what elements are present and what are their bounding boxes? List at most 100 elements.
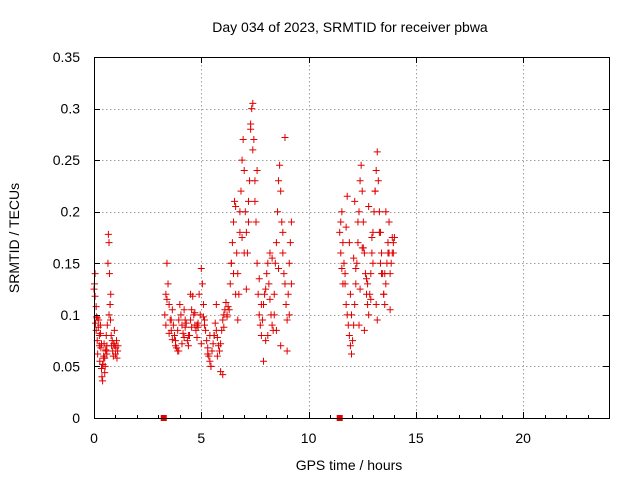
data-point — [114, 342, 122, 350]
data-point — [178, 340, 186, 348]
x-tick-label: 5 — [197, 430, 205, 446]
data-point — [286, 239, 294, 247]
data-point — [223, 311, 231, 319]
data-point — [249, 146, 257, 154]
data-point — [258, 316, 266, 324]
data-point — [375, 228, 383, 236]
data-point — [389, 239, 397, 247]
data-point — [232, 203, 240, 211]
data-point — [343, 192, 351, 200]
data-point — [213, 352, 221, 360]
data-point — [353, 259, 361, 267]
data-point — [268, 321, 276, 329]
data-point — [97, 344, 105, 352]
data-point — [228, 239, 236, 247]
data-point — [340, 259, 348, 267]
data-point — [175, 316, 183, 324]
data-point — [247, 120, 255, 128]
data-point — [354, 239, 362, 247]
data-point — [204, 344, 212, 352]
data-point — [191, 309, 199, 317]
data-point — [253, 259, 261, 267]
data-point — [338, 264, 346, 272]
data-point — [373, 316, 381, 324]
data-point — [98, 364, 106, 372]
data-point — [260, 357, 268, 365]
data-point — [110, 326, 118, 334]
data-point — [253, 166, 261, 174]
data-point — [277, 187, 285, 195]
data-point — [364, 301, 372, 309]
data-point — [180, 306, 188, 314]
data-point — [222, 298, 230, 306]
data-point — [346, 290, 354, 298]
data-point — [224, 303, 232, 311]
data-point — [193, 321, 201, 329]
data-point — [266, 295, 274, 303]
data-point — [368, 234, 376, 241]
data-point — [281, 133, 289, 141]
data-point — [264, 259, 272, 267]
data-point — [226, 280, 234, 288]
data-point — [356, 177, 364, 185]
data-point — [229, 270, 237, 278]
data-point — [352, 264, 360, 272]
data-point — [163, 295, 171, 303]
data-point — [198, 280, 206, 288]
data-point — [355, 321, 363, 329]
data-point — [212, 301, 220, 309]
data-point — [276, 161, 284, 169]
data-point — [242, 285, 250, 293]
data-point — [359, 244, 367, 252]
data-point — [219, 316, 227, 324]
data-point — [270, 290, 278, 298]
y-tick-label: 0.2 — [61, 204, 81, 220]
data-point — [180, 334, 188, 342]
data-point — [106, 301, 114, 309]
data-point — [256, 321, 264, 329]
data-point — [182, 319, 190, 327]
data-point — [170, 331, 178, 339]
y-tick-label: 0 — [72, 410, 80, 426]
data-point — [187, 290, 195, 298]
chart-title: Day 034 of 2023, SRMTID for receiver pbw… — [212, 19, 488, 35]
data-point — [233, 249, 241, 257]
data-point — [165, 329, 173, 337]
x-tick-label: 10 — [301, 430, 317, 446]
data-point — [386, 306, 394, 314]
data-point — [216, 347, 224, 355]
data-point — [105, 270, 113, 278]
y-tick-label: 0.25 — [53, 152, 80, 168]
data-point — [177, 311, 185, 319]
data-point — [257, 301, 265, 309]
data-point — [365, 311, 373, 319]
data-point — [257, 331, 265, 339]
data-point — [351, 301, 359, 309]
data-point — [337, 249, 345, 257]
data-point — [174, 326, 182, 334]
data-point — [278, 218, 286, 226]
data-point — [378, 249, 386, 257]
data-point — [352, 280, 360, 288]
data-point — [197, 264, 205, 272]
data-point — [236, 228, 244, 236]
data-point — [375, 208, 383, 216]
data-point — [348, 311, 355, 319]
data-point — [348, 350, 355, 358]
y-tick-label: 0.35 — [53, 49, 80, 65]
data-point — [368, 249, 376, 257]
data-point — [91, 292, 99, 300]
data-point — [356, 285, 364, 293]
data-point — [208, 347, 216, 355]
data-point — [211, 319, 219, 327]
data-point — [284, 290, 292, 298]
data-point — [225, 306, 233, 314]
data-point — [239, 136, 247, 144]
data-point — [255, 275, 263, 283]
data-point — [250, 136, 258, 144]
data-point — [272, 326, 280, 334]
data-point — [234, 316, 242, 324]
data-point — [261, 290, 269, 298]
data-point — [279, 249, 287, 257]
data-point — [372, 166, 380, 174]
